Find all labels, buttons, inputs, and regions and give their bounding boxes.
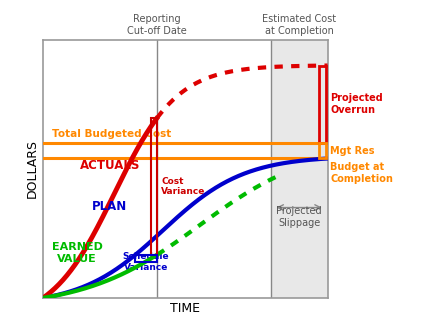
- Bar: [318, 143, 326, 159]
- Text: Cost
Variance: Cost Variance: [161, 177, 205, 196]
- Text: Total Budgeted Cost: Total Budgeted Cost: [52, 129, 170, 139]
- Text: Schedule
Variance: Schedule Variance: [123, 252, 169, 272]
- X-axis label: TIME: TIME: [170, 302, 200, 315]
- Text: EARNED
VALUE: EARNED VALUE: [52, 242, 102, 263]
- Text: Budget at
Completion: Budget at Completion: [330, 162, 392, 184]
- Text: Estimated Cost
at Completion: Estimated Cost at Completion: [261, 14, 335, 36]
- Text: Reporting
Cut-off Date: Reporting Cut-off Date: [127, 14, 186, 36]
- Bar: [150, 118, 157, 255]
- Text: Projected
Slippage: Projected Slippage: [276, 206, 321, 228]
- Text: Projected
Overrun: Projected Overrun: [330, 93, 382, 115]
- Bar: [270, 40, 327, 298]
- Y-axis label: DOLLARS: DOLLARS: [26, 139, 39, 198]
- Bar: [318, 66, 326, 143]
- Text: ACTUALS: ACTUALS: [80, 159, 140, 172]
- Text: PLAN: PLAN: [91, 200, 126, 213]
- Bar: [135, 255, 157, 262]
- Text: Mgt Res: Mgt Res: [330, 146, 374, 156]
